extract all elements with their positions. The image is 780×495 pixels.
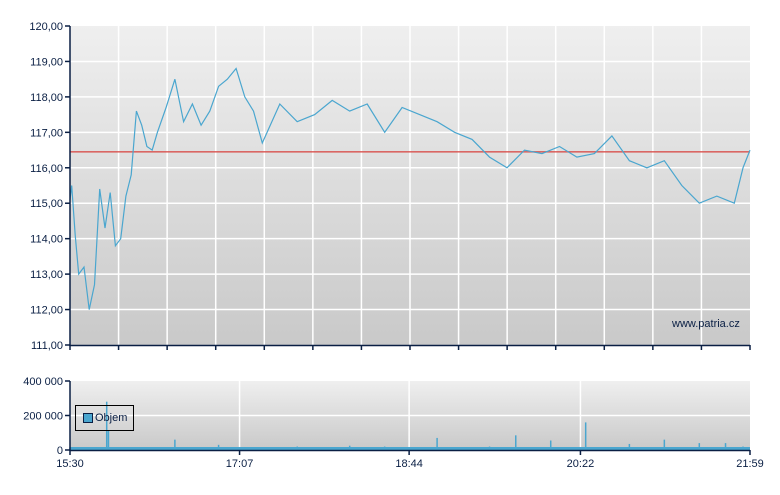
price-grid <box>70 26 750 345</box>
volume-bar <box>488 446 491 450</box>
volume-grid <box>70 381 750 450</box>
volume-bar <box>584 422 587 450</box>
volume-bar <box>724 443 727 450</box>
watermark: www.patria.cz <box>672 318 740 330</box>
legend-label-objem: Objem <box>95 412 128 424</box>
price-y-label: 113,00 <box>30 269 63 281</box>
time-axis-label: 17:07 <box>226 458 254 470</box>
legend-swatch-objem <box>83 413 93 423</box>
volume-baseline-bars <box>70 447 750 450</box>
time-axis-label: 18:44 <box>395 458 423 470</box>
volume-bar <box>742 446 744 450</box>
price-line <box>69 67 751 310</box>
volume-bar <box>436 437 438 450</box>
volume-bar <box>217 444 220 450</box>
time-axis-label: 15:30 <box>56 458 84 470</box>
volume-legend: Objem <box>75 405 134 431</box>
volume-panel: 400 000 200 000 015:30 17:07 18:44 20:22 21:59 <box>23 376 764 470</box>
volume-y-label: 400 000 <box>23 376 63 388</box>
price-y-label: 114,00 <box>30 234 63 246</box>
volume-bar <box>663 439 666 450</box>
volume-bar <box>348 445 351 450</box>
price-y-label: 118,00 <box>30 92 63 104</box>
volume-bars <box>69 401 750 450</box>
price-y-label: 112,00 <box>30 305 63 317</box>
volume-bar <box>549 440 552 450</box>
volume-bar <box>107 431 110 450</box>
time-axis-label: 21:59 <box>736 458 764 470</box>
volume-axes: 400 000 200 000 015:30 17:07 18:44 20:22 21:59 <box>23 376 764 470</box>
volume-y-label: 0 <box>57 445 63 457</box>
volume-bar <box>139 447 141 450</box>
volume-bar <box>698 443 701 450</box>
price-panel: 120,00 119,00 118,00 117,00 116,00 115,00 114,… <box>29 21 751 352</box>
price-y-label: 111,00 <box>31 340 63 352</box>
volume-bar <box>383 446 386 450</box>
volume-bar <box>515 435 517 450</box>
volume-bar <box>628 443 631 450</box>
price-y-label: 120,00 <box>29 21 63 33</box>
volume-bar <box>105 401 108 450</box>
price-y-label: 117,00 <box>30 127 63 139</box>
price-y-axis: 120,00 119,00 118,00 117,00 116,00 115,00 114,… <box>29 21 70 352</box>
time-axis-label: 20:22 <box>567 458 595 470</box>
volume-bar <box>244 447 246 450</box>
volume-bar <box>95 447 97 450</box>
volume-y-label: 200 000 <box>23 411 63 423</box>
volume-bar <box>174 439 176 450</box>
price-y-label: 119,00 <box>30 56 63 68</box>
price-x-ticks <box>69 345 751 350</box>
price-y-label: 116,00 <box>30 163 63 175</box>
price-y-label: 115,00 <box>30 198 63 210</box>
volume-bar <box>296 446 298 450</box>
